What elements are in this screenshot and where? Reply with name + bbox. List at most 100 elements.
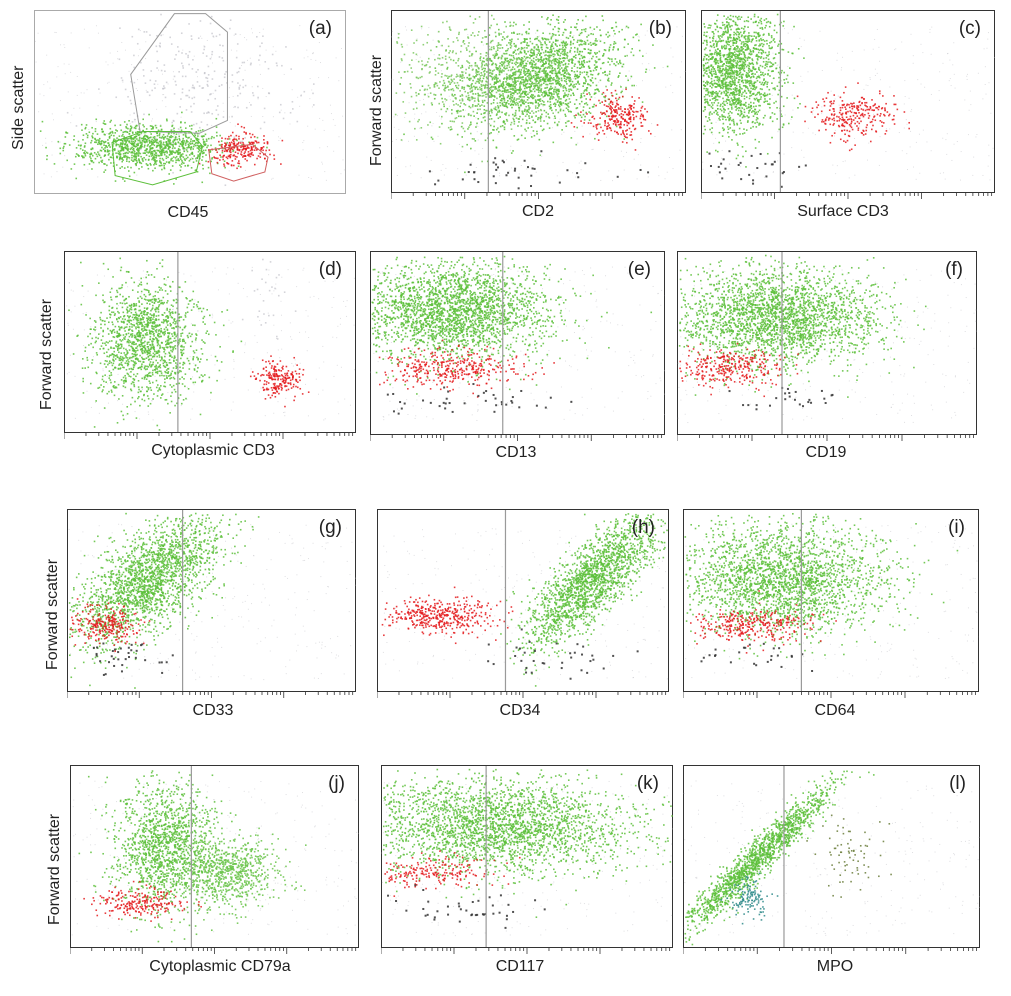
event-dot [525,44,528,46]
event-dot [206,83,209,86]
event-dot [545,57,547,60]
event-dot [176,143,178,145]
event-dot [607,115,610,117]
event-dot [512,117,514,120]
event-dot [160,142,162,145]
event-dot [478,73,480,76]
event-dot [777,131,779,133]
event-dot [542,128,545,131]
event-dot [480,83,483,86]
event-dot [532,130,535,132]
event-dot [433,97,436,100]
event-dot [465,95,468,98]
event-dot [629,116,632,119]
event-dot [536,54,538,56]
event-dot [564,43,567,45]
event-dot [473,178,476,181]
event-dot [501,85,504,88]
event-dot [237,141,240,144]
event-dot [228,87,230,89]
event-dot [548,116,550,118]
event-dot [262,87,264,89]
event-dot [241,149,244,151]
event-dot [124,156,126,158]
event-dot [906,153,908,155]
event-dot [632,113,634,116]
event-dot [253,142,255,144]
event-dot [514,114,517,117]
event-dot [160,137,163,139]
event-dot [490,86,493,89]
event-dot [45,146,47,149]
event-dot [599,117,601,119]
event-dot [97,139,99,141]
event-dot [527,111,530,113]
event-dot [291,89,293,91]
event-dot [615,125,618,128]
event-dot [596,133,599,136]
event-dot [530,51,532,54]
event-dot [187,141,189,143]
event-dot [601,93,604,95]
event-dot [193,140,196,142]
event-dot [437,72,440,74]
event-dot [475,70,478,72]
event-dot [460,67,462,69]
event-dot [505,81,507,83]
event-dot [548,91,551,94]
event-dot [190,105,192,108]
event-dot [576,47,579,50]
event-dot [226,141,228,144]
event-dot [615,109,617,111]
event-dot [528,72,531,75]
event-dot [549,54,552,57]
event-dot [563,69,565,71]
event-dot [505,25,507,28]
event-dot [229,19,232,21]
event-dot [475,167,477,169]
event-dot [90,157,92,160]
event-dot [595,56,598,58]
event-dot [445,99,448,101]
event-dot [216,105,219,107]
event-dot [538,95,541,97]
event-dot [472,110,475,113]
event-dot [95,141,97,144]
event-dot [129,135,132,138]
event-dot [100,156,102,159]
event-dot [450,81,452,84]
event-dot [123,135,125,138]
event-dot [670,84,672,86]
event-dot [261,42,263,44]
event-dot [614,101,616,103]
event-dot [798,169,800,171]
event-dot [570,89,573,91]
event-dot [461,73,464,76]
event-dot [214,89,217,92]
event-dot [641,125,644,127]
event-dot [498,86,501,88]
event-dot [603,53,605,55]
event-dot [555,98,557,101]
event-dot [530,59,533,62]
event-dot [592,43,594,45]
event-dot [616,119,619,122]
event-dot [622,132,625,135]
event-dot [570,26,572,28]
event-dot [560,84,563,86]
event-dot [239,92,242,95]
event-dot [490,24,493,27]
event-dot [609,101,612,104]
event-dot [532,57,535,60]
event-dot [620,86,622,88]
event-dot [536,82,538,85]
event-dot [421,28,423,30]
event-dot [340,173,342,175]
event-dot [484,29,486,32]
event-dot [608,124,610,126]
event-dot [552,59,554,62]
event-dot [538,35,540,37]
event-dot [557,72,559,75]
event-dot [151,150,154,153]
event-dot [523,87,526,90]
